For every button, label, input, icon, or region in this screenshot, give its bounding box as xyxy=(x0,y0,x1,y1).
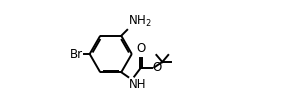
Text: O: O xyxy=(152,61,161,74)
Text: NH: NH xyxy=(129,78,146,91)
Text: O: O xyxy=(136,43,145,56)
Text: NH$_2$: NH$_2$ xyxy=(128,14,152,29)
Text: Br: Br xyxy=(70,48,83,60)
